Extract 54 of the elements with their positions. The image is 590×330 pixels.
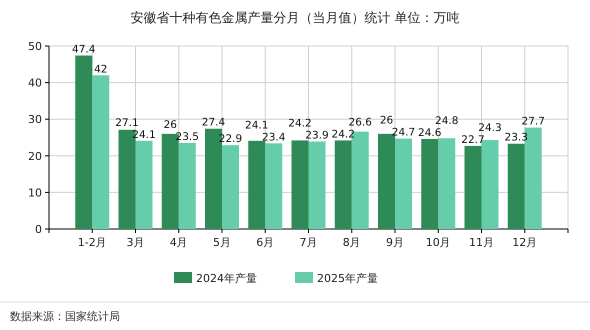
data-label: 26.6 xyxy=(348,116,372,128)
bar xyxy=(265,143,282,229)
x-tick-label: 7月 xyxy=(300,236,318,249)
data-label: 24.7 xyxy=(392,126,416,139)
data-label: 24.1 xyxy=(245,119,268,132)
data-label: 27.4 xyxy=(202,116,226,129)
data-label: 24.2 xyxy=(288,118,312,130)
data-label: 24.8 xyxy=(435,114,458,127)
data-label: 27.1 xyxy=(115,116,139,129)
bar xyxy=(508,144,525,229)
data-label: 23.9 xyxy=(305,130,329,142)
bar xyxy=(178,142,196,229)
data-label: 47.4 xyxy=(72,44,96,56)
x-tick-label: 9月 xyxy=(386,236,404,249)
x-tick-label: 5月 xyxy=(213,236,231,249)
y-tick-label: 20 xyxy=(28,150,42,163)
y-tick-label: 10 xyxy=(28,186,42,200)
y-tick-label: 40 xyxy=(28,76,42,90)
legend-label: 2025年产量 xyxy=(317,272,378,285)
data-label: 26 xyxy=(164,118,178,131)
bar xyxy=(395,138,412,229)
bar xyxy=(308,142,326,229)
legend-label: 2024年产量 xyxy=(196,272,257,285)
bar xyxy=(334,140,352,229)
x-tick-label: 8月 xyxy=(342,236,361,249)
bar xyxy=(421,138,438,229)
source-note: 数据来源：国家统计局 xyxy=(10,310,120,323)
x-tick-label: 4月 xyxy=(170,236,188,249)
bar xyxy=(136,140,152,229)
data-label: 24.6 xyxy=(418,126,442,139)
x-tick-label: 6月 xyxy=(256,236,274,249)
x-tick-label: 10月 xyxy=(426,236,451,249)
y-tick-label: 30 xyxy=(28,113,42,126)
bar xyxy=(464,146,482,229)
data-label: 24.3 xyxy=(478,122,502,134)
y-tick-label: 0 xyxy=(35,223,42,236)
bar xyxy=(378,134,395,229)
bar xyxy=(438,138,456,229)
data-label: 42 xyxy=(94,63,108,76)
data-label: 23.4 xyxy=(262,131,286,144)
y-tick-label: 50 xyxy=(28,40,42,53)
x-tick-label: 11月 xyxy=(469,236,494,249)
data-label: 22.7 xyxy=(461,134,485,146)
x-tick-label: 3月 xyxy=(126,236,144,249)
bar xyxy=(75,56,92,229)
data-label: 27.7 xyxy=(522,116,545,128)
bar xyxy=(222,145,239,229)
bar xyxy=(292,140,308,229)
x-tick-label: 1-2月 xyxy=(78,236,107,249)
bar xyxy=(92,75,110,229)
bar xyxy=(248,140,266,229)
data-label: 26 xyxy=(380,114,394,127)
x-tick-label: 12月 xyxy=(512,236,538,249)
chart-title: 安徽省十种有色金属产量分月（当月值）统计 单位：万吨 xyxy=(130,10,460,26)
